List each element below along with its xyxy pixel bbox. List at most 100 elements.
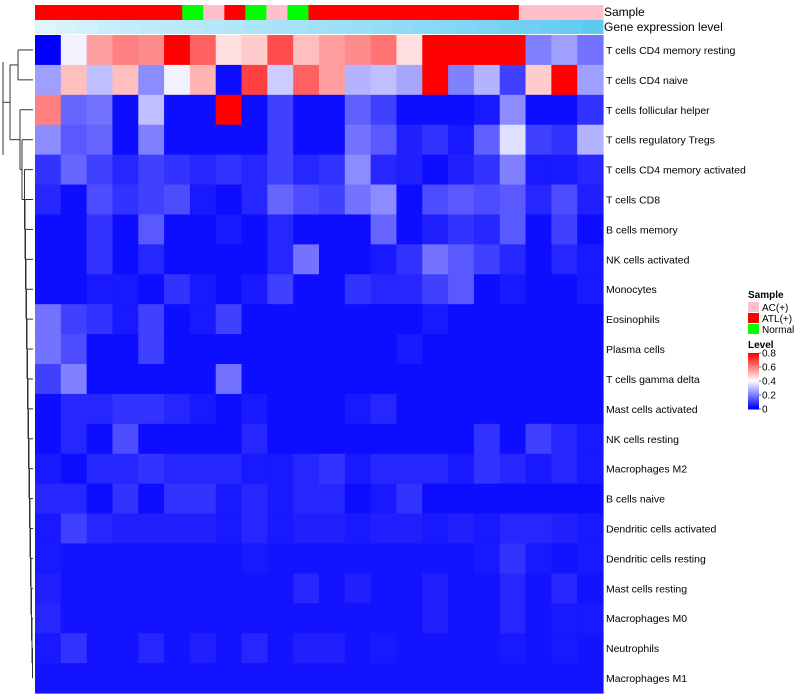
heatmap-cell [86,214,114,245]
heatmap-cell [448,304,475,335]
heatmap-cell [138,214,165,245]
sample-annotation-cell [182,5,204,20]
heatmap-cell [35,423,62,455]
heatmap-cell [499,244,527,275]
level-colorbar-segment [748,379,759,382]
level-colorbar-segment [748,390,759,393]
heatmap-cell [525,334,552,365]
heatmap-cell [112,64,139,96]
heatmap-cell [473,663,501,694]
heatmap-cell [473,573,501,604]
sample-legend-swatch [748,302,759,312]
heatmap-cell [215,393,243,425]
heatmap-cell [60,35,88,66]
heatmap-cell [189,483,217,515]
heatmap-cell [473,154,501,186]
heatmap-cell [267,274,294,305]
gene-expression-annotation-cell [245,20,267,34]
heatmap-cell [293,64,320,96]
heatmap-cell [525,244,552,275]
level-colorbar-segment [748,404,759,407]
heatmap-cell [319,573,346,604]
heatmap-cell [473,364,501,395]
heatmap-cell [60,393,88,425]
heatmap-cell [35,453,62,485]
heatmap-cell [370,663,398,694]
heatmap-cell [370,573,398,604]
heatmap-cell [370,214,398,245]
gene-expression-annotation-cell [224,20,246,34]
heatmap-cell [215,543,243,574]
heatmap-cell [35,663,62,694]
level-colorbar-segment [748,362,759,365]
heatmap-cell [499,633,527,664]
heatmap-cell [86,543,114,574]
heatmap-cell [86,483,114,515]
heatmap-cell [551,663,578,694]
heatmap-cell [189,244,217,275]
heatmap-cell [189,274,217,305]
heatmap-cell [422,64,449,96]
heatmap-cell [164,393,191,425]
level-colorbar-segment [748,385,759,388]
heatmap-cell [577,483,604,515]
heatmap-cell [344,244,372,275]
heatmap-cell [138,274,165,305]
sample-annotation-cell [308,5,331,20]
sample-annotation-cell [161,5,183,20]
heatmap-cell [35,64,62,96]
heatmap-cell [164,364,191,395]
heatmap-cell [499,274,527,305]
level-tick-label: 0.4 [762,377,776,388]
heatmap-cell [35,334,62,365]
gene-expression-annotation-cell [98,20,120,34]
heatmap-cell [164,483,191,515]
heatmap-cell [525,124,552,156]
heatmap-cell [86,573,114,604]
heatmap-cell [267,334,294,365]
heatmap-cell [499,94,527,126]
heatmap-cell [138,364,165,395]
heatmap-cell [293,364,320,395]
heatmap-cell [319,184,346,216]
heatmap-cell [60,124,88,156]
sample-annotation-cell [287,5,309,20]
heatmap-cell [499,513,527,545]
heatmap-cell [396,393,423,425]
heatmap-cell [422,124,449,156]
heatmap-cell [35,154,62,186]
heatmap-cell [241,244,268,275]
heatmap-cell [473,184,501,216]
heatmap-cell [215,364,243,395]
heatmap-cell [499,573,527,604]
heatmap-cell [241,35,268,66]
heatmap-cell [422,364,449,395]
gene-expression-annotation-cell [413,20,436,34]
heatmap-cell [35,184,62,216]
heatmap-cell [293,603,320,634]
heatmap-cell [422,274,449,305]
heatmap-cell [525,393,552,425]
heatmap-cell [370,94,398,126]
row-label: T cells CD4 memory activated [606,165,746,177]
heatmap-cell [164,423,191,455]
heatmap-cell [499,603,527,634]
heatmap-cell [189,64,217,96]
level-colorbar-segment [748,386,759,389]
heatmap-cell [164,94,191,126]
heatmap-cell [551,453,578,485]
heatmap-cell [551,214,578,245]
heatmap-cell [319,364,346,395]
sample-legend-label: ATL(+) [762,314,792,325]
heatmap-cell [215,633,243,664]
heatmap-cell [215,274,243,305]
heatmap-cell [189,543,217,574]
gene-expression-annotation-cell [476,20,499,34]
heatmap-cell [319,663,346,694]
heatmap-cell [164,154,191,186]
heatmap-cell [473,94,501,126]
heatmap-cell [293,423,320,455]
heatmap-cell [60,364,88,395]
heatmap-cell [241,64,268,96]
heatmap-cell [215,483,243,515]
